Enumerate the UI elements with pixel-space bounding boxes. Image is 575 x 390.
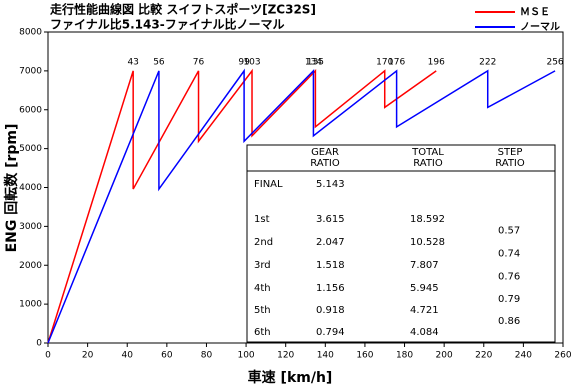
table-header: RATIO (495, 158, 525, 169)
shift-speed-label: 103 (243, 57, 260, 67)
x-tick-label: 240 (515, 351, 532, 361)
table-cell: 1st (254, 214, 270, 225)
x-tick-label: 180 (396, 351, 413, 361)
shift-speed-label: 56 (153, 57, 165, 67)
y-tick-label: 6000 (19, 105, 42, 115)
y-tick-label: 2000 (19, 261, 42, 271)
shift-speed-label: 196 (428, 57, 445, 67)
series-line (47, 68, 556, 344)
y-axis-label: ENG 回転数 [rpm] (3, 124, 20, 253)
table-cell: 6th (254, 327, 271, 338)
shift-speed-label: 176 (388, 57, 405, 67)
x-axis-label: 車速 [km/h] (248, 369, 333, 386)
x-tick-label: 0 (45, 351, 51, 361)
table-header: GEAR (311, 147, 339, 158)
shift-speed-label: 222 (479, 57, 496, 67)
table-cell: 3rd (254, 260, 271, 271)
table-cell: 0.918 (316, 305, 345, 316)
y-tick-label: 7000 (19, 66, 42, 76)
table-cell: 0.794 (316, 327, 345, 338)
legend-label: ノーマル (520, 22, 560, 33)
y-tick-label: 4000 (19, 183, 42, 193)
y-tick-label: 8000 (19, 28, 42, 38)
table-header: TOTAL (411, 147, 444, 158)
shift-speed-label: 170 (376, 57, 393, 67)
shift-speed-label: 99 (238, 57, 250, 67)
table-cell: 5th (254, 305, 271, 316)
chart-title: 走行性能曲線図 比較 スイフトスポーツ[ZC32S] (50, 2, 316, 17)
table-cell: 4.721 (410, 305, 439, 316)
step-ratio: 0.57 (498, 226, 520, 237)
table-cell: FINAL (254, 179, 283, 190)
table-header: STEP (498, 147, 523, 158)
table-cell: 1.518 (316, 260, 345, 271)
table-cell: 2nd (254, 237, 273, 248)
x-tick-label: 140 (317, 351, 334, 361)
y-tick-label: 0 (36, 339, 42, 349)
x-tick-label: 220 (475, 351, 492, 361)
table-cell: 1.156 (316, 283, 345, 294)
x-tick-label: 120 (277, 351, 294, 361)
shift-speed-label: 43 (127, 57, 138, 67)
x-tick-label: 20 (82, 351, 94, 361)
step-ratio: 0.86 (498, 316, 520, 327)
table-cell: 4.084 (410, 327, 439, 338)
table-cell: 7.807 (410, 260, 439, 271)
x-tick-label: 100 (237, 351, 254, 361)
step-ratio: 0.74 (498, 249, 520, 260)
table-cell: 4th (254, 283, 271, 294)
shift-speed-label: 134 (305, 57, 322, 67)
table-cell: 10.528 (410, 237, 445, 248)
table-cell: 2.047 (316, 237, 345, 248)
table-cell: 5.143 (316, 179, 345, 190)
step-ratio: 0.79 (498, 294, 520, 305)
shift-speed-label: 76 (193, 57, 205, 67)
table-header: RATIO (413, 158, 443, 169)
y-tick-label: 1000 (19, 300, 42, 310)
shift-speed-label: 256 (546, 57, 563, 67)
x-tick-label: 80 (201, 351, 213, 361)
legend-label: ＭＳＥ (520, 6, 550, 18)
table-cell: 3.615 (316, 214, 345, 225)
x-tick-label: 60 (161, 351, 173, 361)
x-tick-label: 160 (356, 351, 373, 361)
table-header: RATIO (310, 158, 340, 169)
series-line (47, 68, 437, 344)
shift-speed-label: 135 (307, 57, 324, 67)
x-tick-label: 200 (436, 351, 453, 361)
table-cell: 5.945 (410, 283, 439, 294)
table-cell: 18.592 (410, 214, 445, 225)
chart-subtitle: ファイナル比5.143-ファイナル比ノーマル (50, 17, 284, 32)
x-tick-label: 260 (554, 351, 571, 361)
table-box (246, 144, 556, 343)
x-tick-label: 40 (122, 351, 134, 361)
step-ratio: 0.76 (498, 272, 520, 283)
y-tick-label: 3000 (19, 222, 42, 232)
y-tick-label: 5000 (19, 144, 42, 154)
